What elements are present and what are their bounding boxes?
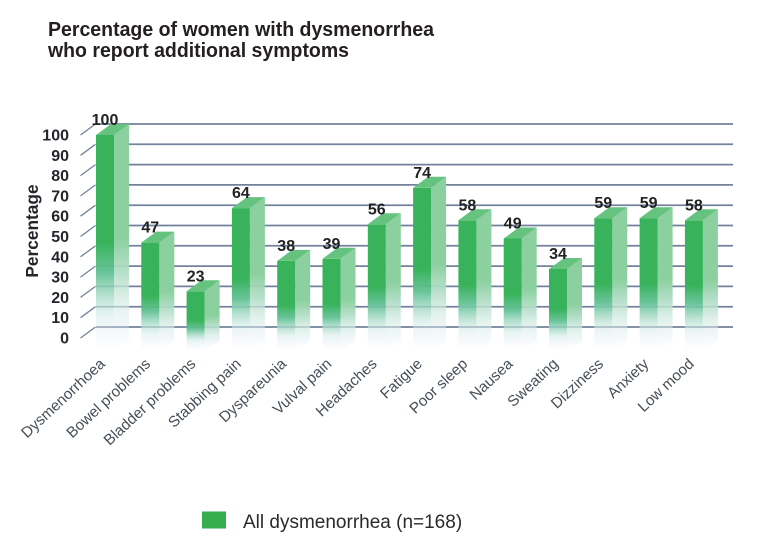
svg-text:100: 100: [42, 128, 69, 145]
svg-text:60: 60: [51, 209, 69, 226]
svg-text:49: 49: [504, 216, 522, 233]
svg-text:58: 58: [459, 197, 477, 214]
svg-text:40: 40: [51, 249, 69, 266]
svg-text:30: 30: [51, 270, 69, 287]
svg-text:20: 20: [51, 290, 69, 307]
svg-text:Percentage: Percentage: [22, 184, 42, 278]
svg-text:80: 80: [51, 168, 69, 185]
svg-text:59: 59: [594, 195, 612, 212]
svg-text:59: 59: [640, 195, 658, 212]
svg-text:100: 100: [92, 112, 119, 129]
svg-text:47: 47: [141, 220, 159, 237]
svg-text:All dysmenorrhea (n=168): All dysmenorrhea (n=168): [243, 512, 462, 533]
svg-text:38: 38: [277, 238, 295, 255]
svg-text:56: 56: [368, 201, 386, 218]
svg-text:64: 64: [232, 185, 250, 202]
svg-text:23: 23: [187, 268, 205, 285]
svg-text:50: 50: [51, 229, 69, 246]
svg-text:39: 39: [323, 236, 341, 253]
svg-text:90: 90: [51, 148, 69, 165]
svg-text:74: 74: [413, 165, 431, 182]
svg-text:who report additional symptoms: who report additional symptoms: [47, 39, 349, 62]
svg-text:Percentage of women with dysme: Percentage of women with dysmenorrhea: [48, 18, 435, 41]
svg-text:58: 58: [685, 197, 703, 214]
svg-text:70: 70: [51, 188, 69, 205]
svg-text:0: 0: [60, 331, 69, 348]
svg-text:10: 10: [51, 310, 69, 327]
svg-text:34: 34: [549, 246, 567, 263]
